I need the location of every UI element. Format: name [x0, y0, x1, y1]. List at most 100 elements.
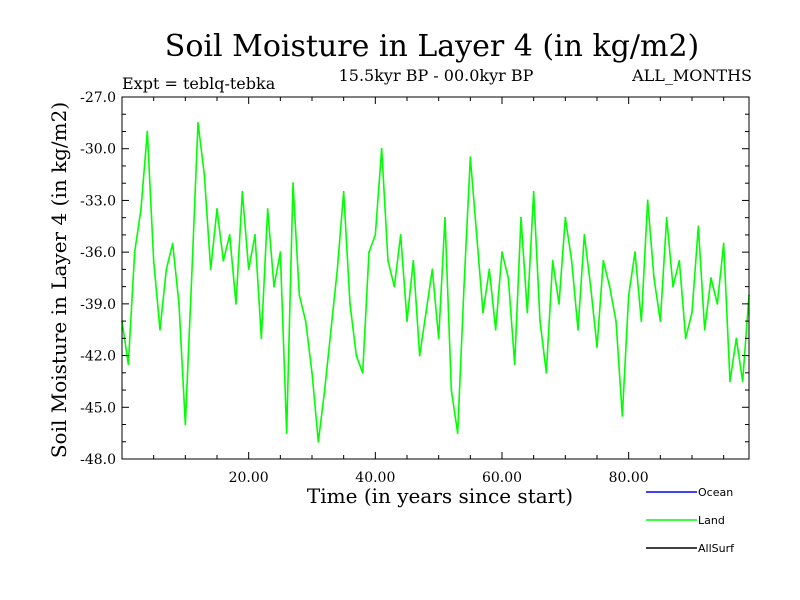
data-point	[349, 302, 351, 305]
data-point	[634, 251, 636, 254]
data-point	[330, 328, 332, 331]
data-point	[653, 277, 655, 279]
data-point	[431, 268, 434, 271]
data-point	[197, 121, 199, 124]
y-tick-label: -39.0	[80, 297, 116, 313]
data-point	[570, 259, 573, 262]
data-point	[222, 259, 225, 262]
data-point	[374, 234, 377, 236]
data-point	[672, 285, 674, 288]
legend-label-land: Land	[698, 514, 725, 527]
data-point	[716, 302, 719, 305]
data-point	[412, 259, 415, 262]
data-point	[710, 277, 712, 279]
y-tick-label: -48.0	[80, 452, 116, 468]
data-point	[640, 320, 643, 322]
data-point	[165, 268, 168, 271]
y-axis-label: Soil Moisture in Layer 4 (in kg/m2)	[47, 102, 71, 458]
data-point	[539, 320, 541, 322]
data-point	[159, 328, 161, 331]
data-point	[298, 294, 301, 297]
y-tick-label: -36.0	[80, 245, 116, 261]
series-line-land	[121, 122, 750, 443]
data-point	[247, 268, 250, 271]
data-point	[184, 423, 187, 426]
data-point	[488, 268, 491, 271]
period-label: 15.5kyr BP - 00.0kyr BP	[339, 66, 534, 85]
data-point	[532, 190, 535, 193]
data-point	[684, 337, 687, 340]
data-point	[152, 259, 155, 262]
data-point	[564, 216, 567, 219]
months-label: ALL_MONTHS	[631, 66, 752, 85]
data-point	[475, 234, 478, 236]
data-point	[336, 268, 339, 271]
data-point	[621, 415, 624, 417]
data-point	[285, 432, 288, 435]
data-point	[589, 285, 592, 288]
data-point	[266, 208, 269, 210]
data-point	[665, 216, 668, 219]
y-tick-label: -42.0	[80, 349, 116, 365]
data-point	[691, 311, 693, 314]
data-point	[551, 259, 554, 262]
plot-frame	[121, 96, 750, 460]
legend: Ocean Land AllSurf	[646, 486, 735, 555]
data-point	[387, 259, 389, 262]
plot-area: -27.0 -30.0 -33.0 -36.0 -39.0 -42.0 -45.0 -48.0…	[80, 90, 750, 486]
data-point	[558, 302, 560, 305]
data-point	[602, 259, 605, 262]
data-point	[254, 234, 256, 236]
data-point	[520, 216, 522, 219]
data-point	[190, 277, 193, 279]
data-point	[659, 320, 662, 322]
data-point	[501, 251, 503, 254]
data-point	[140, 208, 142, 210]
data-point	[729, 380, 731, 383]
data-point	[437, 337, 440, 340]
data-point	[304, 320, 307, 322]
data-point	[482, 311, 484, 314]
data-point	[526, 311, 529, 314]
data-point	[209, 268, 212, 271]
y-tick-label: -27.0	[80, 90, 116, 106]
data-point	[342, 190, 345, 193]
data-point	[146, 130, 149, 133]
data-point	[178, 302, 180, 305]
legend-label-ocean: Ocean	[698, 486, 733, 499]
data-point	[678, 259, 681, 262]
data-point	[583, 234, 586, 236]
x-axis-label: Time (in years since start)	[307, 484, 573, 508]
data-point	[545, 371, 548, 374]
data-point	[368, 251, 370, 254]
data-point	[292, 182, 294, 185]
data-point	[596, 346, 598, 348]
data-point	[235, 302, 237, 305]
data-point	[380, 147, 383, 150]
y-tick-label: -45.0	[80, 400, 116, 416]
y-tick-label: -30.0	[80, 142, 116, 158]
chart-title: Soil Moisture in Layer 4 (in kg/m2)	[165, 29, 699, 64]
data-point	[228, 234, 231, 236]
data-point	[260, 337, 263, 340]
data-point	[577, 328, 579, 331]
data-point	[494, 328, 497, 331]
data-point	[273, 285, 275, 288]
data-point	[216, 208, 218, 210]
data-point	[627, 294, 630, 297]
data-point	[406, 320, 408, 322]
data-point	[323, 389, 326, 391]
x-tick-label: 40.00	[355, 470, 395, 486]
x-tick-label: 60.00	[482, 470, 522, 486]
data-point	[513, 363, 516, 366]
experiment-label: Expt = teblq-tebka	[122, 74, 276, 93]
x-tick-label: 80.00	[609, 470, 649, 486]
data-point	[735, 337, 738, 340]
data-point	[418, 354, 421, 357]
data-point	[703, 328, 706, 331]
data-point	[171, 242, 174, 245]
data-point	[133, 251, 136, 254]
data-point	[469, 156, 472, 159]
data-point	[450, 389, 453, 391]
